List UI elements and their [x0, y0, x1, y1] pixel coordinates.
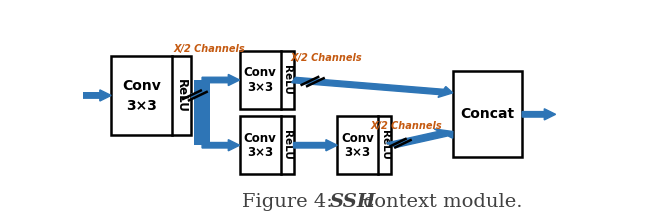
Text: context module.: context module.: [357, 193, 522, 211]
Text: SSH: SSH: [330, 193, 376, 211]
FancyArrow shape: [78, 90, 111, 101]
Text: 3×3: 3×3: [247, 146, 273, 159]
FancyArrow shape: [292, 77, 453, 97]
FancyArrow shape: [387, 129, 453, 148]
Text: Conv: Conv: [341, 132, 374, 145]
Text: X/2 Channels: X/2 Channels: [174, 44, 245, 54]
Text: Concat: Concat: [460, 107, 514, 121]
Text: X/2 Channels: X/2 Channels: [291, 53, 363, 63]
Bar: [191, 93, 210, 98]
Text: Conv: Conv: [244, 66, 276, 79]
Bar: [194, 80, 210, 145]
Bar: [239, 116, 294, 174]
Bar: [239, 51, 294, 109]
FancyArrow shape: [294, 140, 337, 151]
Text: ReLU: ReLU: [175, 78, 188, 112]
Text: 3×3: 3×3: [126, 99, 157, 113]
Bar: [337, 116, 391, 174]
FancyArrow shape: [202, 140, 239, 151]
Text: 3×3: 3×3: [247, 81, 273, 94]
Text: X/2 Channels: X/2 Channels: [371, 121, 442, 131]
Bar: [453, 71, 522, 157]
Text: 3×3: 3×3: [345, 146, 371, 159]
Bar: [111, 56, 191, 135]
FancyArrow shape: [202, 74, 239, 86]
Text: Conv: Conv: [122, 79, 160, 93]
FancyArrow shape: [522, 109, 556, 120]
Text: ReLU: ReLU: [380, 130, 390, 160]
Text: Conv: Conv: [244, 132, 276, 145]
Text: Figure 4:: Figure 4:: [242, 193, 339, 211]
Text: ReLU: ReLU: [282, 130, 292, 160]
Text: ReLU: ReLU: [282, 65, 292, 95]
